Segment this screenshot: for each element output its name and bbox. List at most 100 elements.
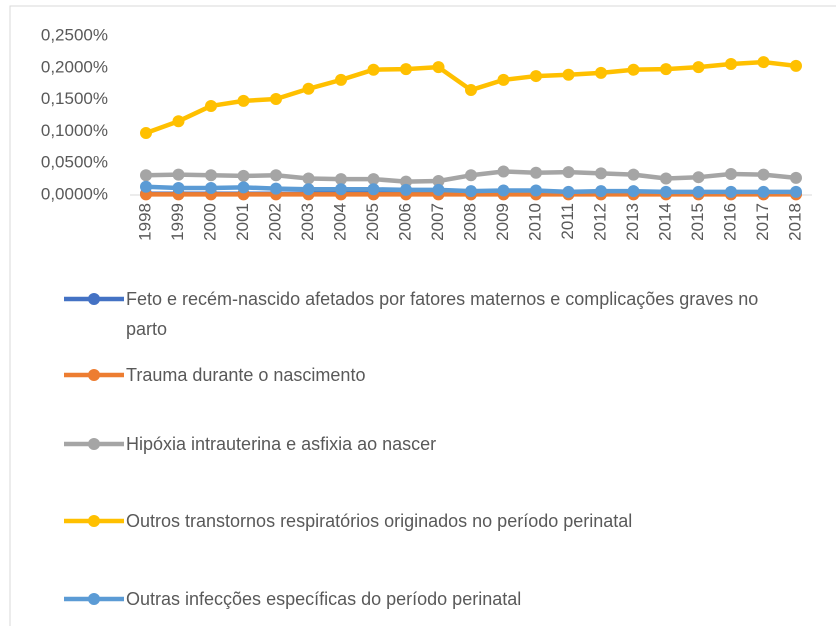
data-point bbox=[432, 183, 445, 196]
data-point bbox=[660, 185, 672, 198]
data-point bbox=[140, 126, 152, 139]
x-tick-label: 2015 bbox=[688, 203, 707, 241]
data-point bbox=[205, 169, 217, 182]
data-point bbox=[692, 171, 705, 184]
y-tick-label: 0,0500% bbox=[41, 153, 108, 172]
legend-entry: Outras infecções específicas do período … bbox=[62, 584, 802, 614]
data-point bbox=[725, 57, 737, 70]
data-point bbox=[790, 185, 802, 198]
x-tick-label: 2004 bbox=[330, 203, 349, 241]
data-point bbox=[237, 94, 250, 107]
data-point bbox=[725, 168, 737, 181]
data-point bbox=[497, 73, 510, 86]
legend-marker bbox=[88, 515, 100, 527]
data-point bbox=[367, 173, 380, 186]
x-tick-label: 2013 bbox=[623, 203, 642, 241]
legend-icon bbox=[64, 593, 124, 605]
data-point bbox=[595, 66, 607, 79]
data-point bbox=[335, 173, 347, 186]
legend-entry: Hipóxia intrauterina e asfixia ao nascer bbox=[62, 429, 802, 459]
data-point bbox=[530, 184, 542, 197]
legend-icon bbox=[64, 438, 124, 450]
x-tick-label: 1999 bbox=[168, 203, 187, 241]
data-point bbox=[367, 63, 380, 76]
data-point bbox=[270, 92, 282, 105]
chart-border bbox=[9, 5, 836, 626]
y-tick-label: 0,1000% bbox=[41, 121, 108, 140]
legend-label: Feto e recém-nascido afetados por fatore… bbox=[126, 289, 759, 339]
legend-icon bbox=[64, 293, 124, 305]
x-tick-label: 2009 bbox=[493, 203, 512, 241]
legend-entry: Outros transtornos respiratórios origina… bbox=[62, 506, 802, 536]
x-tick-label: 2016 bbox=[720, 203, 739, 241]
data-point bbox=[140, 180, 152, 193]
y-tick-label: 0,0000% bbox=[41, 184, 108, 203]
data-point bbox=[140, 169, 152, 182]
data-point bbox=[595, 185, 607, 198]
data-point bbox=[530, 166, 542, 179]
data-point bbox=[237, 181, 250, 194]
x-tick-label: 2011 bbox=[558, 203, 577, 240]
x-tick-label: 2005 bbox=[363, 203, 382, 241]
data-point bbox=[302, 172, 315, 185]
data-point bbox=[172, 182, 185, 195]
y-tick-label: 0,2000% bbox=[41, 57, 108, 76]
data-point bbox=[530, 70, 542, 83]
legend-marker bbox=[88, 438, 100, 450]
data-point bbox=[465, 169, 477, 182]
data-point bbox=[205, 99, 217, 112]
data-point bbox=[562, 185, 575, 198]
data-point bbox=[790, 171, 802, 184]
data-point bbox=[660, 172, 672, 185]
x-tick-label: 2003 bbox=[298, 203, 317, 241]
data-point bbox=[725, 185, 737, 198]
data-point bbox=[302, 82, 315, 95]
data-point bbox=[270, 169, 282, 182]
x-tick-label: 2000 bbox=[200, 203, 219, 241]
legend-icon bbox=[64, 369, 124, 381]
data-point bbox=[627, 63, 640, 76]
x-tick-label: 2006 bbox=[395, 203, 414, 241]
legend-marker bbox=[88, 369, 100, 381]
data-point bbox=[465, 185, 477, 198]
x-tick-label: 2012 bbox=[590, 203, 609, 241]
data-point bbox=[400, 175, 412, 188]
data-point bbox=[757, 185, 770, 198]
y-tick-label: 0,1500% bbox=[41, 89, 108, 108]
data-point bbox=[562, 68, 575, 81]
x-tick-label: 2007 bbox=[428, 203, 447, 241]
data-point bbox=[432, 175, 445, 188]
data-point bbox=[172, 168, 185, 181]
data-point bbox=[205, 182, 217, 195]
data-point bbox=[465, 84, 477, 97]
data-point bbox=[270, 182, 282, 195]
data-point bbox=[172, 115, 185, 128]
legend-label: Trauma durante o nascimento bbox=[126, 365, 366, 385]
data-point bbox=[302, 183, 315, 196]
data-point bbox=[335, 73, 347, 86]
x-tick-label: 1998 bbox=[135, 203, 154, 241]
data-point bbox=[692, 61, 705, 74]
x-tick-label: 2010 bbox=[525, 203, 544, 241]
legend-marker bbox=[88, 593, 100, 605]
data-point bbox=[660, 63, 672, 76]
legend-icon bbox=[64, 515, 124, 527]
data-point bbox=[400, 63, 412, 76]
x-tick-label: 2001 bbox=[233, 203, 252, 241]
y-tick-label: 0,2500% bbox=[41, 25, 108, 44]
x-tick-label: 2002 bbox=[265, 203, 284, 241]
data-point bbox=[237, 169, 250, 182]
legend-entry: Trauma durante o nascimento bbox=[62, 360, 802, 390]
legend-marker bbox=[88, 293, 100, 305]
data-point bbox=[432, 61, 445, 74]
data-point bbox=[497, 165, 510, 178]
data-point bbox=[562, 166, 575, 179]
data-point bbox=[400, 183, 412, 196]
data-point bbox=[367, 183, 380, 196]
data-point bbox=[757, 168, 770, 181]
legend-label: Hipóxia intrauterina e asfixia ao nascer bbox=[126, 434, 437, 454]
data-point bbox=[335, 183, 347, 196]
legend-label: Outros transtornos respiratórios origina… bbox=[126, 511, 633, 531]
data-point bbox=[627, 168, 640, 181]
